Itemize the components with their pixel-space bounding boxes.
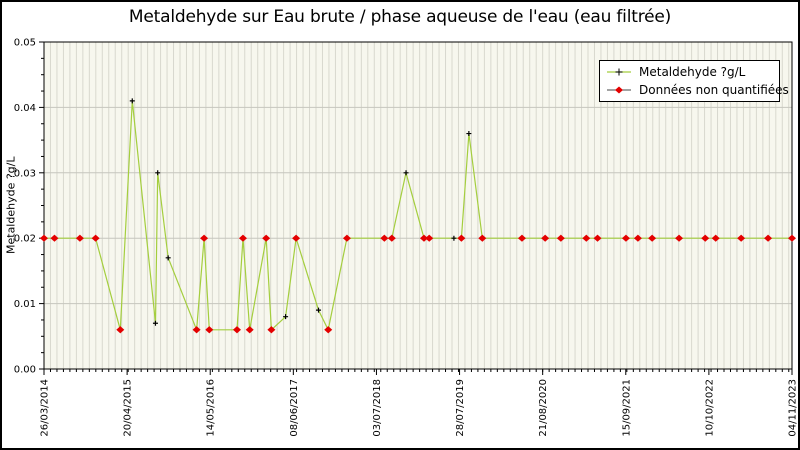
y-tick-label: 0.02 [14, 234, 36, 245]
legend-label-metaldehyde: Metaldehyde ?g/L [639, 65, 746, 79]
non-quantified-point-marker [419, 234, 428, 242]
quantified-point-marker [155, 170, 161, 176]
non-quantified-point-marker [380, 234, 389, 242]
vertical-gridlines [49, 42, 790, 369]
x-tick-label: 28/07/2019 [455, 379, 466, 437]
y-tick-label: 0.03 [14, 168, 36, 179]
non-quantified-point-marker [342, 234, 351, 242]
x-tick-label: 21/08/2020 [538, 379, 549, 437]
non-quantified-point-marker [701, 234, 710, 242]
legend-row-non-quantifiees: Données non quantifiées [606, 82, 789, 98]
x-tick-label: 10/10/2022 [704, 379, 715, 437]
non-quantified-point-marker [593, 234, 602, 242]
non-quantified-point-marker [764, 234, 773, 242]
non-quantified-point-marker [556, 234, 565, 242]
x-tick-label: 26/03/2014 [40, 379, 51, 437]
x-tick-label: 20/04/2015 [123, 379, 134, 437]
non-quantified-point-marker [245, 326, 254, 334]
non-quantified-point-marker [711, 234, 720, 242]
quantified-point-marker [129, 98, 135, 104]
non-quantified-point-marker [648, 234, 657, 242]
quantified-point-marker [165, 255, 171, 261]
non-quantified-point-marker [387, 234, 396, 242]
quantified-point-marker [152, 320, 158, 326]
x-tick-label: 03/07/2018 [372, 379, 383, 437]
non-quantified-point-marker [621, 234, 630, 242]
non-quantified-point-marker [116, 326, 125, 334]
non-quantified-point-marker [324, 326, 333, 334]
chart-title: Metaldehyde sur Eau brute / phase aqueus… [128, 7, 672, 27]
quantified-point-marker [451, 235, 457, 241]
non-quantified-point-marker [582, 234, 591, 242]
x-tick-label: 04/11/2023 [788, 379, 799, 437]
y-tick-label: 0.05 [14, 38, 36, 49]
non-quantified-point-marker [192, 326, 201, 334]
non-quantified-point-marker [633, 234, 642, 242]
series-markers [40, 98, 796, 334]
legend: Metaldehyde ?g/L Données non quantifiées [599, 60, 789, 102]
non-quantified-point-marker [517, 234, 526, 242]
non-quantified-point-marker [50, 234, 59, 242]
x-axis-ticks: 26/03/2014 20/04/2015 14/05/2016 08/06/2017… [40, 369, 799, 437]
non-quantified-point-marker [675, 234, 684, 242]
x-tick-label: 08/06/2017 [289, 379, 300, 437]
red-diamond-icon [607, 86, 631, 94]
non-quantified-point-marker [267, 326, 276, 334]
non-quantified-point-marker [40, 234, 48, 242]
quantified-point-marker [316, 307, 322, 313]
non-quantified-point-marker [232, 326, 241, 334]
y-tick-label: 0.00 [14, 365, 36, 376]
non-quantified-point-marker [205, 326, 214, 334]
non-quantified-point-marker [238, 234, 247, 242]
quantified-point-marker [283, 314, 289, 320]
non-quantified-point-marker [457, 234, 466, 242]
green-line-black-plus-icon [607, 68, 631, 76]
non-quantified-point-marker [541, 234, 550, 242]
non-quantified-point-marker [75, 234, 84, 242]
non-quantified-point-marker [262, 234, 271, 242]
non-quantified-point-marker [292, 234, 301, 242]
non-quantified-point-marker [478, 234, 487, 242]
y-tick-label: 0.01 [14, 299, 36, 310]
non-quantified-point-marker [737, 234, 746, 242]
legend-label-non-quantifiees: Données non quantifiées [639, 83, 789, 97]
non-quantified-point-marker [788, 234, 796, 242]
quantified-point-marker [403, 170, 409, 176]
plot-border [43, 41, 793, 370]
x-tick-label: 15/09/2021 [621, 379, 632, 437]
quantified-point-marker [466, 131, 472, 137]
legend-row-metaldehyde: Metaldehyde ?g/L [606, 64, 773, 80]
y-tick-label: 0.04 [14, 103, 36, 114]
y-axis-ticks: 0.00 0.01 0.02 0.03 0.04 0.05 [14, 38, 44, 376]
non-quantified-point-marker [91, 234, 100, 242]
non-quantified-point-marker [200, 234, 209, 242]
x-tick-label: 14/05/2016 [206, 379, 217, 437]
non-quantified-point-marker [425, 234, 434, 242]
